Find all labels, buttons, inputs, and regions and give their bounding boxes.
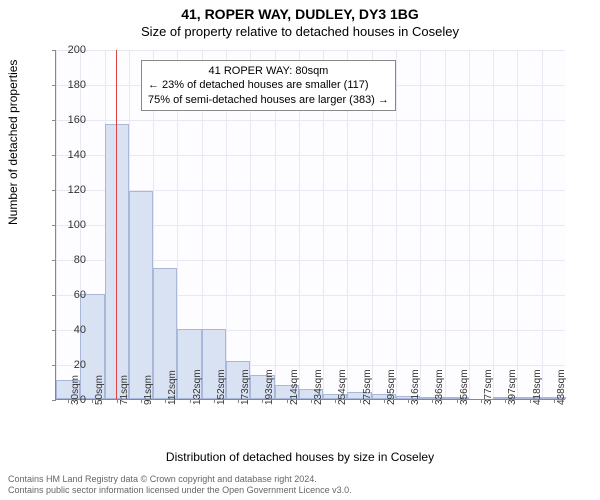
ytick-label: 200: [46, 44, 86, 56]
xtick-mark: [238, 399, 239, 403]
ytick-label: 20: [46, 359, 86, 371]
xtick-mark: [141, 399, 142, 403]
ytick-label: 40: [46, 324, 86, 336]
gridline-v: [420, 50, 421, 399]
gridline-v: [396, 50, 397, 399]
x-axis-label: Distribution of detached houses by size …: [0, 450, 600, 464]
xtick-mark: [214, 399, 215, 403]
footer-line-1: Contains HM Land Registry data © Crown c…: [8, 474, 352, 485]
xtick-mark: [554, 399, 555, 403]
y-axis-label: Number of detached properties: [6, 60, 20, 225]
xtick-label: 438sqm: [556, 369, 567, 405]
gridline-v: [542, 50, 543, 399]
gridline-v: [493, 50, 494, 399]
gridline-v: [469, 50, 470, 399]
xtick-mark: [190, 399, 191, 403]
gridline-v: [445, 50, 446, 399]
annotation-line-3: 75% of semi-detached houses are larger (…: [148, 93, 389, 107]
ytick-label: 80: [46, 254, 86, 266]
ytick-label: 160: [46, 114, 86, 126]
plot-region: 30sqm50sqm71sqm91sqm112sqm132sqm152sqm17…: [55, 50, 565, 400]
xtick-mark: [530, 399, 531, 403]
annotation-line-2: ← 23% of detached houses are smaller (11…: [148, 78, 389, 92]
ytick-label: 0: [46, 394, 86, 406]
ytick-label: 60: [46, 289, 86, 301]
chart-container: 41, ROPER WAY, DUDLEY, DY3 1BG Size of p…: [0, 0, 600, 500]
page-subtitle: Size of property relative to detached ho…: [0, 22, 600, 39]
ytick-label: 140: [46, 149, 86, 161]
chart-area: 30sqm50sqm71sqm91sqm112sqm132sqm152sqm17…: [55, 50, 565, 400]
xtick-mark: [457, 399, 458, 403]
gridline-h: [56, 155, 565, 156]
xtick-mark: [481, 399, 482, 403]
histogram-bar: [129, 191, 153, 399]
gridline-v: [517, 50, 518, 399]
histogram-bar: [105, 124, 129, 399]
annotation-box: 41 ROPER WAY: 80sqm← 23% of detached hou…: [141, 60, 396, 111]
gridline-h: [56, 50, 565, 51]
ytick-label: 120: [46, 184, 86, 196]
footer-attribution: Contains HM Land Registry data © Crown c…: [8, 474, 352, 496]
xtick-mark: [287, 399, 288, 403]
page-title: 41, ROPER WAY, DUDLEY, DY3 1BG: [0, 0, 600, 22]
xtick-mark: [311, 399, 312, 403]
xtick-mark: [408, 399, 409, 403]
xtick-mark: [384, 399, 385, 403]
gridline-h: [56, 120, 565, 121]
xtick-mark: [360, 399, 361, 403]
footer-line-2: Contains public sector information licen…: [8, 485, 352, 496]
xtick-mark: [117, 399, 118, 403]
ytick-label: 180: [46, 79, 86, 91]
ytick-label: 100: [46, 219, 86, 231]
annotation-line-1: 41 ROPER WAY: 80sqm: [148, 64, 389, 78]
reference-line: [116, 50, 117, 399]
